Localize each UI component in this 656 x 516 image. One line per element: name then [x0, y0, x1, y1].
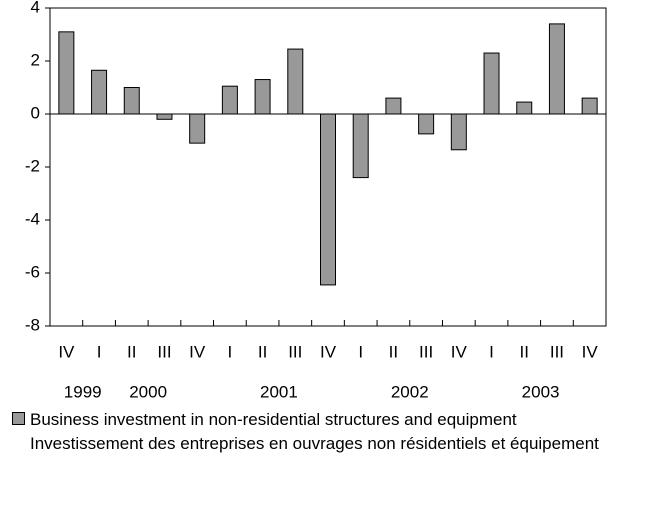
bar [287, 48, 304, 115]
y-tick-label: -4 [25, 209, 40, 228]
x-tick-label: III [550, 342, 564, 361]
x-tick-label: II [389, 342, 398, 361]
y-tick-label: -2 [25, 156, 40, 175]
y-tick-label: 2 [31, 50, 40, 69]
y-tick-label: 0 [31, 103, 40, 122]
legend-swatch [12, 412, 25, 425]
bar [385, 97, 402, 115]
bar [156, 113, 173, 120]
x-tick-label: III [157, 342, 171, 361]
bar [581, 97, 598, 115]
legend-label-fr: Investissement des entreprises en ouvrag… [30, 434, 599, 453]
bar [516, 101, 533, 115]
x-tick-label: IV [582, 342, 599, 361]
bar [418, 113, 435, 135]
legend: Business investment in non-residential s… [12, 408, 652, 456]
bar [483, 52, 500, 115]
legend-entry: Business investment in non-residential s… [12, 408, 652, 432]
bar [91, 69, 108, 115]
y-tick-label: -8 [25, 315, 40, 334]
bar [221, 85, 238, 115]
x-tick-label: I [97, 342, 102, 361]
x-tick-label: IV [189, 342, 206, 361]
x-tick-label: IV [320, 342, 337, 361]
x-tick-label: I [228, 342, 233, 361]
y-tick-label: -6 [25, 262, 40, 281]
year-label: 2003 [522, 382, 560, 401]
y-tick-label: 4 [31, 0, 40, 16]
x-tick-label: IV [451, 342, 468, 361]
bar [189, 113, 206, 144]
x-tick-label: I [489, 342, 494, 361]
x-tick-label: II [127, 342, 136, 361]
bar [254, 79, 271, 115]
bar [320, 113, 336, 286]
x-tick-label: II [258, 342, 267, 361]
year-label: 2002 [391, 382, 429, 401]
x-tick-label: IV [58, 342, 75, 361]
legend-label: Business investment in non-residential s… [30, 410, 517, 429]
x-tick-label: II [520, 342, 529, 361]
year-label: 1999 [64, 382, 102, 401]
bar [450, 113, 467, 151]
x-tick-label: III [288, 342, 302, 361]
bar [58, 31, 75, 115]
x-tick-label: I [358, 342, 363, 361]
year-label: 2000 [129, 382, 167, 401]
bar [548, 23, 565, 115]
bar [352, 113, 369, 179]
year-label: 2001 [260, 382, 298, 401]
bar [123, 87, 140, 115]
x-tick-label: III [419, 342, 433, 361]
